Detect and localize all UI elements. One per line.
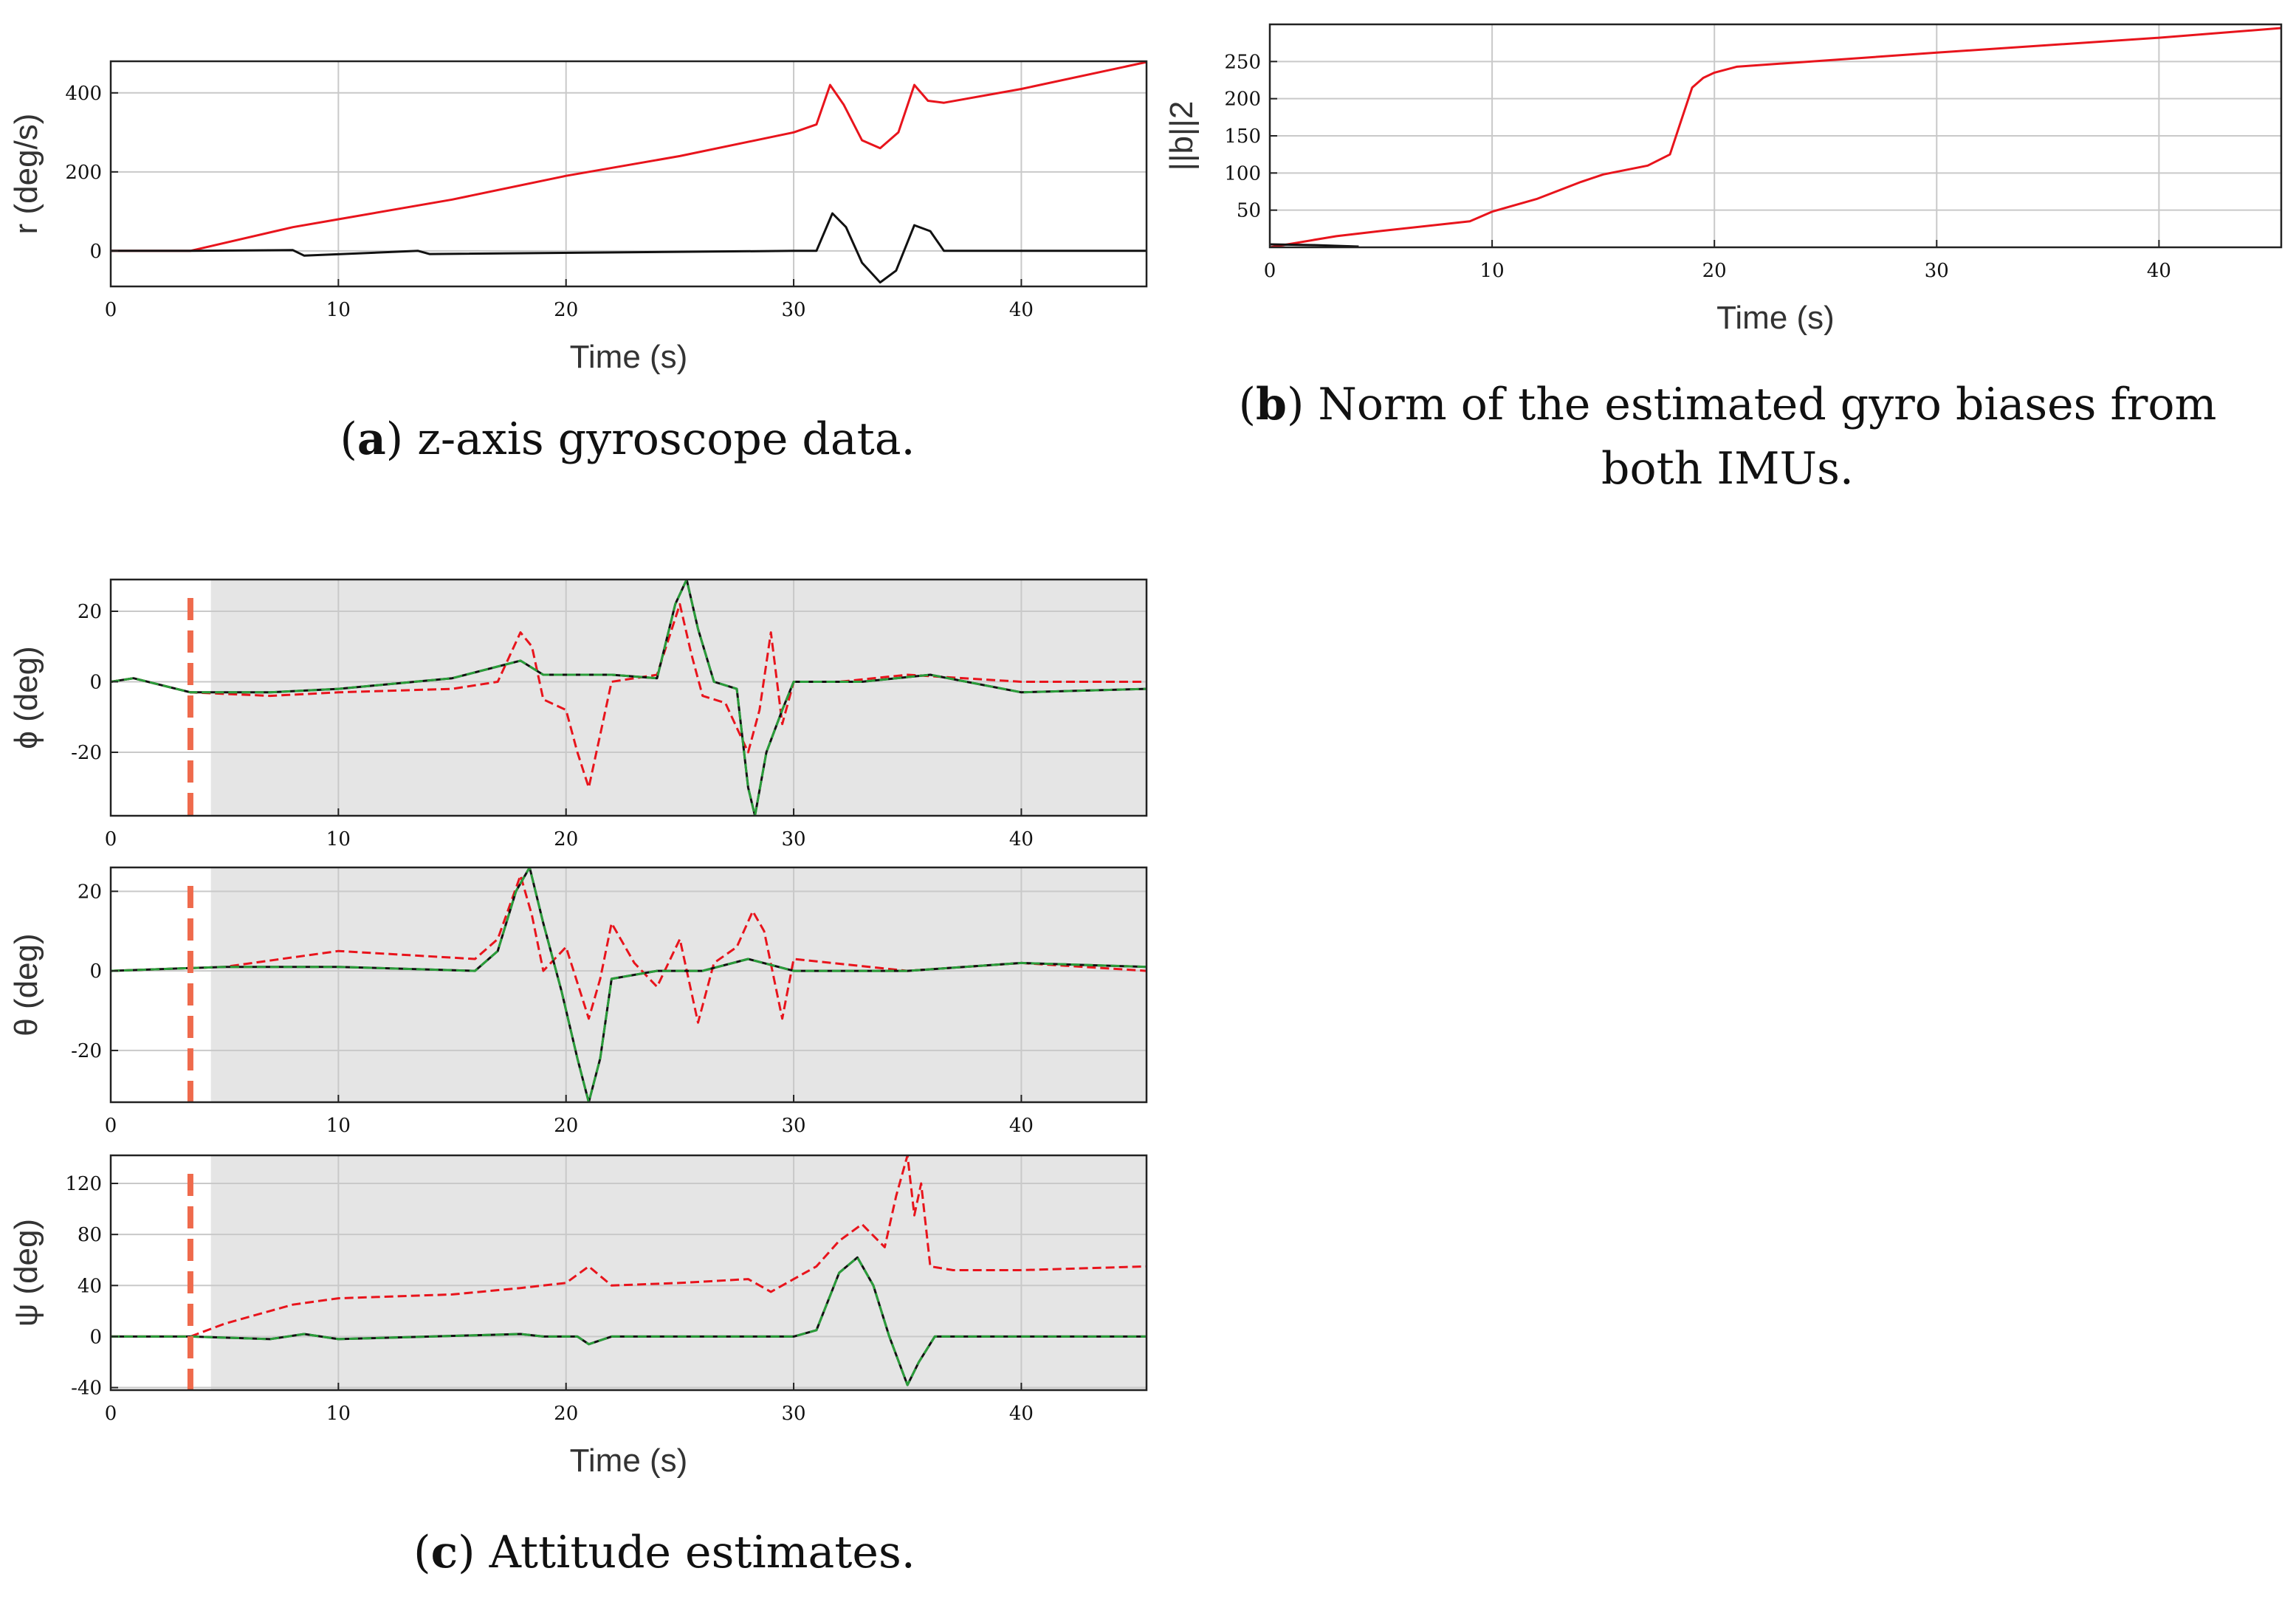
series-line-1 [1270, 27, 2281, 247]
x-tick-label: 0 [105, 299, 117, 321]
x-tick-label: 10 [326, 1403, 351, 1425]
x-axis-label: Time (s) [570, 339, 688, 375]
x-tick-label: 10 [326, 1115, 351, 1137]
plot-frame [109, 1154, 1148, 1392]
plot-frame [109, 578, 1148, 817]
x-tick-label: 40 [1009, 1115, 1034, 1137]
y-axis-label: ϕ (deg) [8, 646, 44, 749]
y-tick-label: 0 [89, 1326, 102, 1348]
y-axis-label: ||b||2 [1164, 101, 1200, 171]
y-tick-label: 20 [78, 601, 102, 623]
x-tick-label: 30 [782, 1403, 806, 1425]
plot-frame [109, 866, 1148, 1104]
x-tick-label: 30 [782, 1115, 806, 1137]
x-tick-label: 20 [554, 1115, 578, 1137]
x-tick-label: 20 [1702, 260, 1727, 282]
series-line-1 [111, 1155, 1147, 1338]
x-tick-label: 0 [105, 1115, 117, 1137]
y-tick-label: 20 [78, 881, 102, 903]
plot-frame [109, 60, 1148, 288]
x-tick-label: 0 [105, 1403, 117, 1425]
x-tick-label: 20 [554, 1403, 578, 1425]
x-tick-label: 30 [782, 828, 806, 850]
caption-b-letter: b [1255, 379, 1287, 430]
series-line-1 [111, 61, 1147, 252]
chart-b-bias-norm: 0 10 20 30 40 50 100 150 200 250 Time (s) ||b||2 [1164, 23, 2283, 336]
series-line-3 [111, 580, 1147, 816]
x-tick-label: 0 [1264, 260, 1276, 282]
y-tick-label: 0 [89, 672, 102, 694]
y-tick-label: -40 [71, 1378, 102, 1400]
y-tick-label: 150 [1224, 126, 1261, 148]
x-tick-label: 20 [554, 299, 578, 321]
x-axis-label: Time (s) [570, 1443, 688, 1479]
caption-c: (c) Attitude estimates. [413, 1527, 915, 1578]
series-line-2 [111, 212, 1147, 284]
series-line-1 [111, 874, 1147, 1024]
x-tick-label: 10 [326, 828, 351, 850]
shaded-region [210, 1155, 1147, 1390]
chart-c-theta: 0 10 20 30 40 -20 0 20 θ (deg) [8, 866, 1148, 1137]
x-tick-label: 40 [1009, 1403, 1034, 1425]
y-tick-label: 100 [1224, 162, 1261, 185]
x-tick-label: 20 [554, 828, 578, 850]
caption-c-letter: c [430, 1527, 458, 1578]
y-axis-label: r (deg/s) [8, 114, 44, 235]
x-tick-label: 40 [1009, 299, 1034, 321]
caption-b-text: Norm of the estimated gyro biases from b… [1318, 379, 2217, 495]
y-tick-label: 0 [89, 241, 102, 263]
series-line-3 [111, 1256, 1147, 1386]
y-axis-label: θ (deg) [8, 933, 44, 1036]
y-tick-label: 200 [1224, 89, 1261, 111]
y-tick-label: -20 [71, 742, 102, 764]
caption-c-text: Attitude estimates. [489, 1527, 915, 1578]
x-tick-label: 40 [2147, 260, 2171, 282]
series-line-3 [111, 867, 1147, 1102]
series-line-1 [111, 602, 1147, 789]
x-tick-label: 40 [1009, 828, 1034, 850]
y-tick-label: -20 [71, 1040, 102, 1062]
x-tick-label: 10 [326, 299, 351, 321]
y-tick-label: 50 [1237, 200, 1261, 222]
y-tick-label: 250 [1224, 51, 1261, 73]
y-tick-label: 400 [65, 83, 102, 105]
caption-a-letter: a [357, 413, 386, 465]
series-line-2 [1270, 243, 1359, 247]
y-axis-label: ψ (deg) [8, 1219, 44, 1327]
x-tick-label: 0 [105, 828, 117, 850]
y-tick-label: 0 [89, 960, 102, 983]
caption-a: (a) z-axis gyroscope data. [340, 413, 915, 465]
x-axis-label: Time (s) [1716, 300, 1835, 336]
chart-c-phi: 0 10 20 30 40 -20 0 20 ϕ (deg) [8, 578, 1148, 850]
x-tick-label: 10 [1480, 260, 1505, 282]
y-tick-label: 40 [78, 1275, 102, 1297]
x-tick-label: 30 [1925, 260, 1949, 282]
y-tick-label: 120 [65, 1173, 102, 1195]
shaded-region [210, 867, 1147, 1102]
caption-a-text: z-axis gyroscope data. [417, 413, 915, 465]
y-tick-label: 200 [65, 162, 102, 184]
caption-b: (b) Norm of the estimated gyro biases fr… [1238, 379, 2217, 495]
y-tick-label: 80 [78, 1224, 102, 1246]
x-tick-label: 30 [782, 299, 806, 321]
shaded-region [210, 580, 1147, 816]
